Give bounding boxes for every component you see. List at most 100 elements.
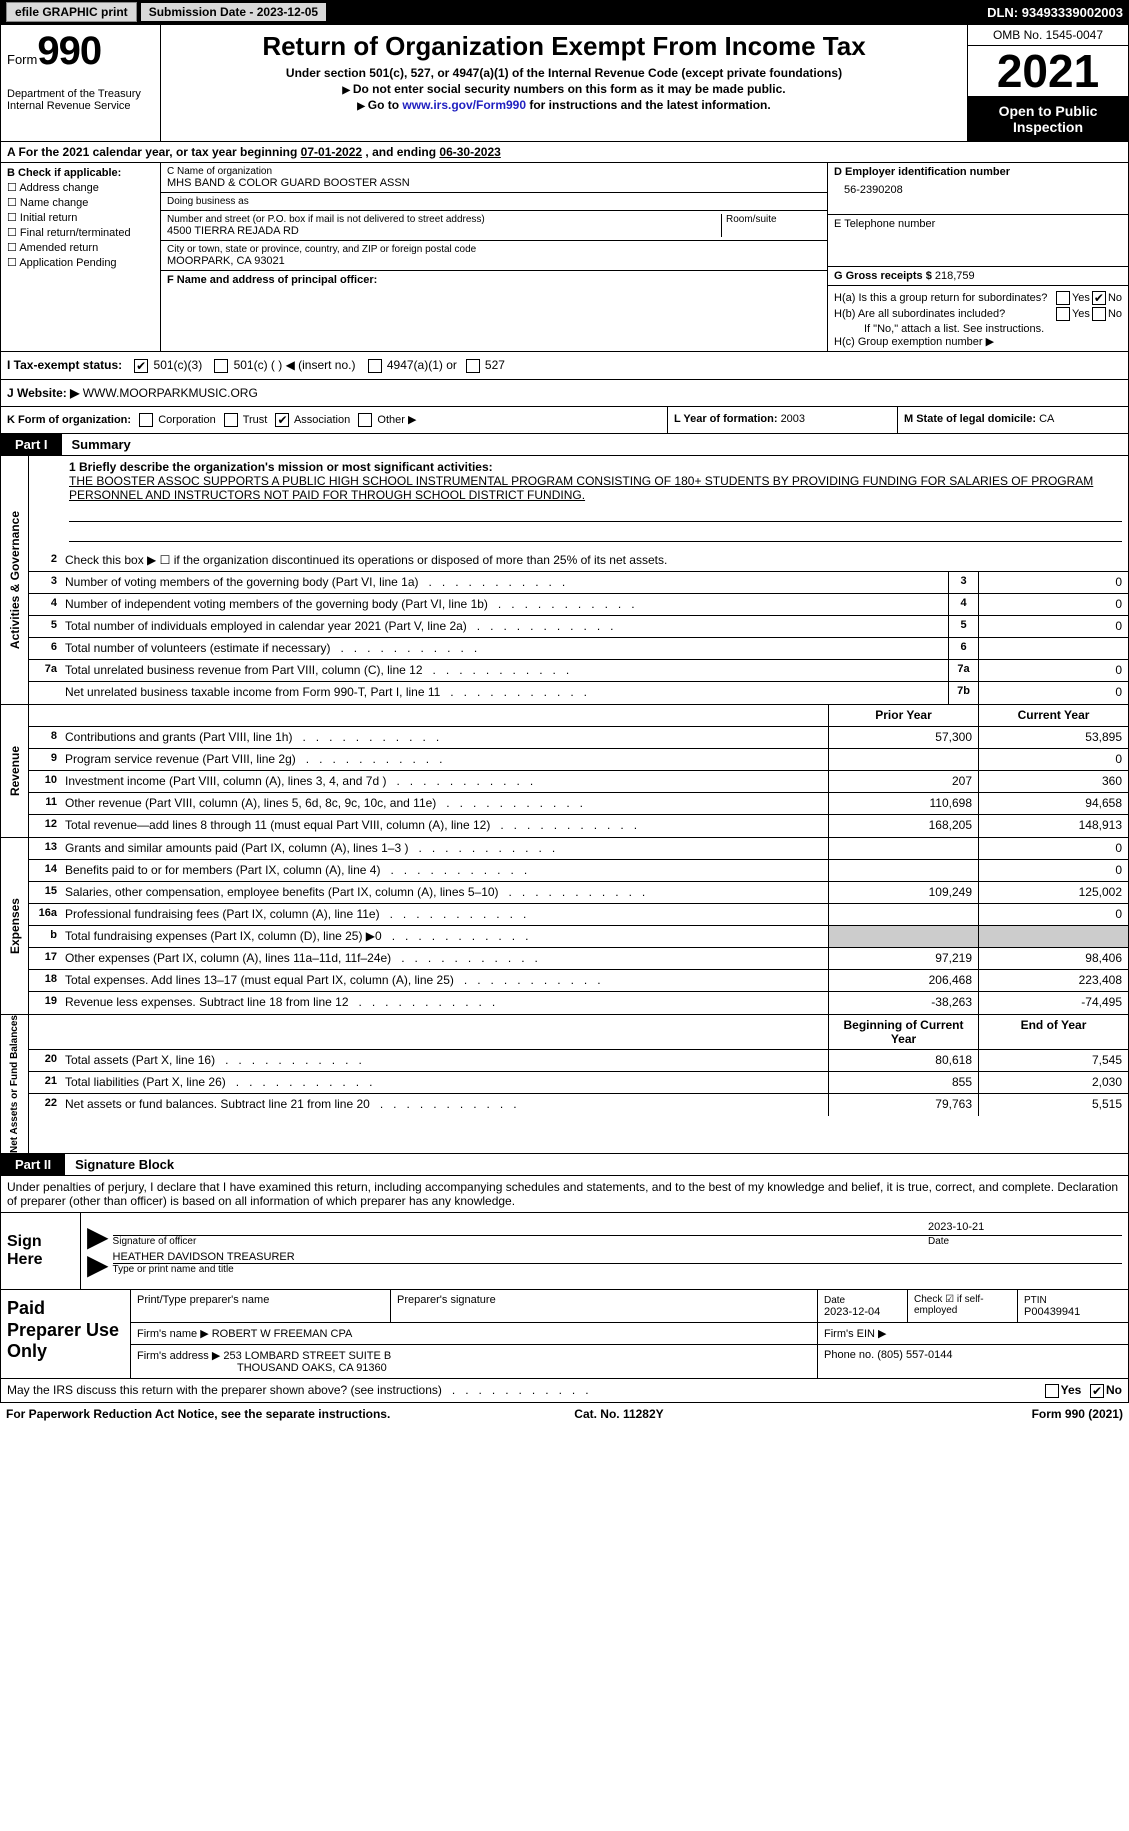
form-org-row: K Form of organization: Corporation Trus…: [0, 407, 1129, 434]
chk-assoc[interactable]: [275, 413, 289, 427]
exp-vlabel: Expenses: [8, 898, 22, 954]
expenses-block: Expenses 13Grants and similar amounts pa…: [0, 838, 1129, 1015]
revenue-row: 8Contributions and grants (Part VIII, li…: [29, 727, 1128, 749]
cat-no: Cat. No. 11282Y: [574, 1407, 663, 1421]
hb-no-checkbox[interactable]: [1092, 307, 1106, 321]
chk-final-return[interactable]: Final return/terminated: [7, 226, 154, 239]
gross-receipts-label: G Gross receipts $: [834, 270, 935, 282]
ha-yes-checkbox[interactable]: [1056, 291, 1070, 305]
discuss-yes-checkbox[interactable]: [1045, 1384, 1059, 1398]
revenue-row: 10Investment income (Part VIII, column (…: [29, 771, 1128, 793]
chk-amended-return[interactable]: Amended return: [7, 241, 154, 254]
header-goto: Go to www.irs.gov/Form990 for instructio…: [169, 98, 959, 112]
firm-ein-label: Firm's EIN ▶: [818, 1323, 1128, 1344]
sig-arrow-icon: ▶: [87, 1227, 109, 1247]
ein-label: D Employer identification number: [834, 166, 1122, 178]
prep-name-hdr: Print/Type preparer's name: [131, 1290, 391, 1322]
chk-trust[interactable]: [224, 413, 238, 427]
city-label: City or town, state or province, country…: [167, 244, 821, 255]
part-i-header: Part I Summary: [0, 434, 1129, 456]
street-address: 4500 TIERRA REJADA RD: [167, 225, 721, 237]
entity-info-block: B Check if applicable: Address change Na…: [0, 163, 1129, 352]
expense-row: 19Revenue less expenses. Subtract line 1…: [29, 992, 1128, 1014]
na-vlabel: Net Assets or Fund Balances: [9, 1015, 20, 1153]
net-assets-row: 22Net assets or fund balances. Subtract …: [29, 1094, 1128, 1116]
revenue-row: 9Program service revenue (Part VIII, lin…: [29, 749, 1128, 771]
ag-vlabel: Activities & Governance: [8, 511, 22, 649]
current-year-hdr: Current Year: [978, 705, 1128, 726]
prep-sig-hdr: Preparer's signature: [391, 1290, 818, 1322]
form-title: Return of Organization Exempt From Incom…: [169, 31, 959, 62]
open-inspection: Open to Public Inspection: [968, 97, 1128, 141]
efile-print-button[interactable]: efile GRAPHIC print: [6, 2, 137, 22]
chk-501c3[interactable]: [134, 359, 148, 373]
ein-value: 56-2390208: [834, 178, 1122, 196]
prior-year-hdr: Prior Year: [828, 705, 978, 726]
revenue-block: Revenue Prior Year Current Year 8Contrib…: [0, 705, 1129, 838]
rev-vlabel: Revenue: [8, 746, 22, 796]
ha-no-checkbox[interactable]: [1092, 291, 1106, 305]
chk-527[interactable]: [466, 359, 480, 373]
header-sub2: Do not enter social security numbers on …: [169, 82, 959, 96]
form-ref: Form 990 (2021): [1032, 1407, 1123, 1421]
sig-date: 2023-10-21: [922, 1221, 1122, 1236]
website-row: J Website: ▶ WWW.MOORPARKMUSIC.ORG: [0, 380, 1129, 407]
form-header: Form990 Department of the Treasury Inter…: [0, 24, 1129, 142]
group-return-label: H(a) Is this a group return for subordin…: [834, 292, 1054, 304]
revenue-row: 12Total revenue—add lines 8 through 11 (…: [29, 815, 1128, 837]
part-ii-header: Part II Signature Block: [0, 1154, 1129, 1176]
summary-row: Net unrelated business taxable income fr…: [29, 682, 1128, 704]
telephone-label: E Telephone number: [834, 218, 1122, 230]
sign-here-label: Sign Here: [1, 1213, 81, 1289]
year-formation: 2003: [781, 413, 805, 425]
firm-address-2: THOUSAND OAKS, CA 91360: [137, 1362, 387, 1374]
expense-row: 14Benefits paid to or for members (Part …: [29, 860, 1128, 882]
perjury-declaration: Under penalties of perjury, I declare th…: [0, 1176, 1129, 1213]
expense-row: 18Total expenses. Add lines 13–17 (must …: [29, 970, 1128, 992]
website-value: WWW.MOORPARKMUSIC.ORG: [83, 386, 258, 400]
expense-row: 16aProfessional fundraising fees (Part I…: [29, 904, 1128, 926]
sig-arrow-icon-2: ▶: [87, 1255, 109, 1275]
paperwork-notice: For Paperwork Reduction Act Notice, see …: [6, 1407, 390, 1421]
end-year-hdr: End of Year: [978, 1015, 1128, 1049]
header-sub1: Under section 501(c), 527, or 4947(a)(1)…: [169, 66, 959, 80]
attach-list-note: If "No," attach a list. See instructions…: [834, 323, 1122, 335]
summary-row: 7aTotal unrelated business revenue from …: [29, 660, 1128, 682]
irs-link[interactable]: www.irs.gov/Form990: [402, 98, 526, 112]
chk-501c[interactable]: [214, 359, 228, 373]
dln: DLN: 93493339002003: [987, 5, 1123, 20]
omb-number: OMB No. 1545-0047: [968, 25, 1128, 46]
paid-preparer-label: Paid Preparer Use Only: [1, 1290, 131, 1378]
summary-row: 6Total number of volunteers (estimate if…: [29, 638, 1128, 660]
discuss-no-checkbox[interactable]: [1090, 1384, 1104, 1398]
chk-corp[interactable]: [139, 413, 153, 427]
mission-section: 1 Briefly describe the organization's mi…: [29, 456, 1128, 550]
gross-receipts-value: 218,759: [935, 270, 975, 282]
chk-address-change[interactable]: Address change: [7, 181, 154, 194]
chk-other[interactable]: [358, 413, 372, 427]
subordinates-label: H(b) Are all subordinates included?: [834, 308, 1054, 320]
chk-app-pending[interactable]: Application Pending: [7, 256, 154, 269]
form-number: Form990: [7, 29, 154, 74]
ptin: P00439941: [1024, 1306, 1080, 1318]
chk-4947[interactable]: [368, 359, 382, 373]
hb-yes-checkbox[interactable]: [1056, 307, 1070, 321]
paid-preparer-block: Paid Preparer Use Only Print/Type prepar…: [0, 1290, 1129, 1379]
officer-name: HEATHER DAVIDSON TREASURER: [113, 1251, 1122, 1264]
line-2-desc: Check this box ▶ ☐ if the organization d…: [61, 550, 1128, 571]
summary-row: 4Number of independent voting members of…: [29, 594, 1128, 616]
chk-initial-return[interactable]: Initial return: [7, 211, 154, 224]
chk-name-change[interactable]: Name change: [7, 196, 154, 209]
mission-text: THE BOOSTER ASSOC SUPPORTS A PUBLIC HIGH…: [69, 474, 1122, 502]
sign-here-block: Sign Here ▶ 2023-10-21 Signature of offi…: [0, 1213, 1129, 1290]
begin-year-hdr: Beginning of Current Year: [828, 1015, 978, 1049]
discuss-row: May the IRS discuss this return with the…: [0, 1379, 1129, 1403]
net-assets-block: Net Assets or Fund Balances Beginning of…: [0, 1015, 1129, 1154]
prep-date: 2023-12-04: [824, 1306, 880, 1318]
street-label: Number and street (or P.O. box if mail i…: [167, 214, 721, 225]
self-employed-check[interactable]: Check ☑ if self-employed: [908, 1290, 1018, 1322]
net-assets-row: 21Total liabilities (Part X, line 26)855…: [29, 1072, 1128, 1094]
group-exemption-label: H(c) Group exemption number ▶: [834, 335, 1122, 348]
dept-label: Department of the Treasury Internal Reve…: [7, 88, 154, 112]
org-name: MHS BAND & COLOR GUARD BOOSTER ASSN: [167, 177, 821, 189]
